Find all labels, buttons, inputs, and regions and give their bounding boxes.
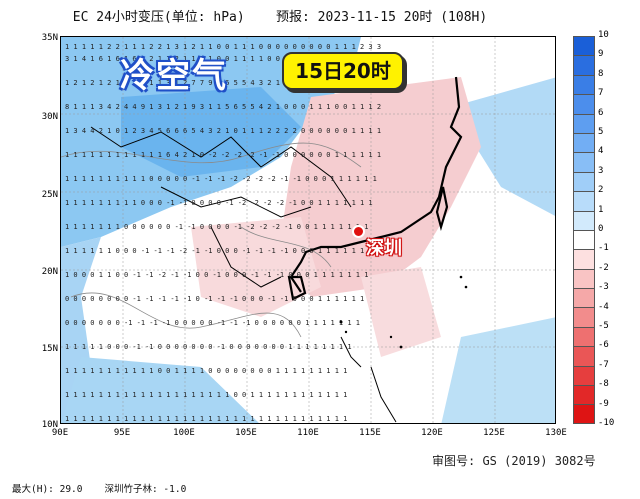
y-axis-label: 20N bbox=[41, 267, 58, 277]
colorbar-label: -4 bbox=[598, 301, 609, 312]
colorbar-cell bbox=[573, 326, 595, 347]
colorbar-cell bbox=[573, 404, 595, 424]
colorbar-cell bbox=[573, 365, 595, 386]
y-axis-label: 35N bbox=[41, 33, 58, 43]
colorbar-label: 9 bbox=[598, 49, 604, 60]
svg-text:0 0 0 0 0 0 0 -1 -1 -1 -1 0 0: 0 0 0 0 0 0 0 -1 -1 -1 -1 0 0 0 0 0 -1 -… bbox=[65, 319, 360, 327]
svg-text:1 1 1 1 1 0 0 0 -1 -1 0 0 0 0: 1 1 1 1 1 0 0 0 -1 -1 0 0 0 0 0 0 0 -1 0… bbox=[65, 343, 352, 351]
colorbar-cell bbox=[573, 385, 595, 405]
svg-text:1 1 1 1 1 1 1 1 1 0 0 0 -1 -1: 1 1 1 1 1 1 1 1 1 0 0 0 -1 -1 0 0 0 0 -1… bbox=[65, 199, 373, 207]
svg-text:1 3 4 4 2 1 0 1 2 3 4 5 6 6 6: 1 3 4 4 2 1 0 1 2 3 4 5 6 6 6 5 4 3 2 1 … bbox=[65, 127, 381, 135]
map-graphic: 1 1 1 1 1 2 2 1 1 1 2 2 1 3 1 2 1 1 0 0 … bbox=[61, 37, 555, 423]
colorbar-label: 1 bbox=[598, 204, 604, 215]
x-axis-label: 115E bbox=[359, 428, 381, 438]
x-axis-label: 120E bbox=[421, 428, 443, 438]
colorbar-cell bbox=[573, 152, 595, 172]
x-axis-label: 105E bbox=[235, 428, 257, 438]
colorbar-label: -8 bbox=[598, 379, 609, 390]
svg-text:1 1 1 1 1 1 1 1 1 1 1 1 1 1 1: 1 1 1 1 1 1 1 1 1 1 1 1 1 1 1 1 1 1 1 1 … bbox=[65, 415, 347, 423]
x-axis-label: 125E bbox=[483, 428, 505, 438]
colorbar-label: 7 bbox=[598, 88, 604, 99]
colorbar-label: 6 bbox=[598, 107, 604, 118]
map-approval-number: 审图号: GS (2019) 3082号 bbox=[432, 454, 596, 468]
y-axis-label: 15N bbox=[41, 344, 58, 354]
colorbar-label: 8 bbox=[598, 68, 604, 79]
colorbar-label: 3 bbox=[598, 165, 604, 176]
colorbar-cell bbox=[573, 191, 595, 211]
station-value: 深圳竹子林: -1.0 bbox=[104, 484, 187, 495]
x-axis-label: 95E bbox=[113, 428, 131, 438]
cold-air-banner: 冷空气 bbox=[120, 56, 228, 96]
svg-text:8 1 1 1 3 4 2 4 4 9 1 3 1 2 1: 8 1 1 1 3 4 2 4 4 9 1 3 1 2 1 9 3 1 1 5 … bbox=[65, 103, 381, 111]
colorbar-label: -9 bbox=[598, 398, 609, 409]
colorbar-label: -6 bbox=[598, 340, 609, 351]
colorbar-label: -7 bbox=[598, 359, 609, 370]
svg-text:1 1 1 1 1 1 1 0 0 0 0 0 0 -1 -: 1 1 1 1 1 1 1 0 0 0 0 0 0 -1 -1 0 0 0 0 … bbox=[65, 223, 368, 231]
colorbar-cell bbox=[573, 36, 595, 56]
y-axis-label: 10N bbox=[41, 420, 58, 430]
svg-text:1 1 1 1 1 1 1 1 1 1 1 1 1 1 1: 1 1 1 1 1 1 1 1 1 1 1 1 1 1 1 1 1 1 1 1 … bbox=[65, 391, 347, 399]
svg-text:1 1 1 1 1 1 1 1 1 1 0 0 0 0 0: 1 1 1 1 1 1 1 1 1 1 0 0 0 0 0 -1 -1 -1 -… bbox=[65, 175, 377, 183]
colorbar-label: -10 bbox=[598, 418, 615, 428]
forecast-time-badge: 15日20时 bbox=[282, 52, 404, 90]
colorbar-cell bbox=[573, 288, 595, 308]
y-axis-label: 25N bbox=[41, 190, 58, 200]
colorbar-cell bbox=[573, 307, 595, 327]
colorbar-cell bbox=[573, 249, 595, 269]
svg-text:1 2 1 2 1 2 1 2 1 2 1 1 3 1 2: 1 2 1 2 1 2 1 2 1 2 1 1 3 1 2 7 7 9 6 6 … bbox=[65, 79, 381, 87]
colorbar-label: 2 bbox=[598, 185, 604, 196]
colorbar-cell bbox=[573, 55, 595, 75]
footer-stats: 最大(H): 29.0 深圳竹子林: -1.0 bbox=[12, 481, 208, 495]
svg-text:1 0 0 0 1 1 0 0 -1 -1 -2 -1 -1: 1 0 0 0 1 1 0 0 -1 -1 -2 -1 -1 0 0 -1 0 … bbox=[65, 271, 368, 279]
colorbar-cell bbox=[573, 132, 595, 153]
x-axis-label: 130E bbox=[545, 428, 567, 438]
colorbar-cell bbox=[573, 268, 595, 289]
colorbar-label: 10 bbox=[598, 30, 609, 40]
colorbar-cell bbox=[573, 229, 595, 250]
svg-text:1 1 1 1 1 1 0 0 0 -1 -1 -1 -2: 1 1 1 1 1 1 0 0 0 -1 -1 -1 -2 -1 -1 0 0 … bbox=[65, 247, 373, 255]
city-label: 深圳 bbox=[366, 238, 402, 259]
svg-text:1 1 1 1 1 2 2 1 1 1 2 2 1 3 1: 1 1 1 1 1 2 2 1 1 1 2 2 1 3 1 2 1 1 0 0 … bbox=[65, 43, 381, 51]
colorbar-cell bbox=[573, 74, 595, 95]
x-axis-label: 110E bbox=[297, 428, 319, 438]
colorbar bbox=[573, 36, 595, 424]
colorbar-label: -5 bbox=[598, 321, 609, 331]
colorbar-label: -2 bbox=[598, 262, 609, 273]
map-title: EC 24小时变压(单位: hPa) 预报: 2023-11-15 20时 (1… bbox=[72, 10, 488, 25]
svg-text:1 1 1 1 1 1 1 1 1 1 1 1 6 4 2: 1 1 1 1 1 1 1 1 1 1 1 1 6 4 2 1 0 -2 -2 … bbox=[65, 151, 381, 159]
colorbar-cell bbox=[573, 346, 595, 366]
colorbar-cell bbox=[573, 94, 595, 114]
x-axis-label: 90E bbox=[51, 428, 69, 438]
pressure-map: 1 1 1 1 1 2 2 1 1 1 2 2 1 3 1 2 1 1 0 0 … bbox=[60, 36, 556, 424]
svg-text:1 1 1 1 1 1 1 1 1 1 1 0 0 1 1: 1 1 1 1 1 1 1 1 1 1 1 0 0 1 1 1 1 0 0 0 … bbox=[65, 367, 347, 375]
shenzhen-marker-icon bbox=[352, 225, 365, 238]
max-value: 最大(H): 29.0 bbox=[12, 484, 83, 495]
svg-text:0 0 0 0 0 0 0 0 -1 -1 -1 -1 -1: 0 0 0 0 0 0 0 0 -1 -1 -1 -1 -1 0 -1 -1 -… bbox=[65, 295, 364, 303]
colorbar-label: -1 bbox=[598, 243, 609, 254]
colorbar-cell bbox=[573, 210, 595, 230]
colorbar-label: 4 bbox=[598, 146, 604, 157]
svg-text:3 1 4 1 6 1 6 1 6 1 2 1 1 2 1: 3 1 4 1 6 1 6 1 6 1 2 1 1 2 1 1 1 1 0 0 … bbox=[65, 55, 381, 63]
x-axis-label: 100E bbox=[173, 428, 195, 438]
colorbar-label: -3 bbox=[598, 282, 609, 293]
colorbar-cell bbox=[573, 171, 595, 192]
colorbar-cell bbox=[573, 113, 595, 133]
colorbar-label: 5 bbox=[598, 127, 604, 137]
y-axis-label: 30N bbox=[41, 112, 58, 122]
colorbar-label: 0 bbox=[598, 224, 604, 234]
